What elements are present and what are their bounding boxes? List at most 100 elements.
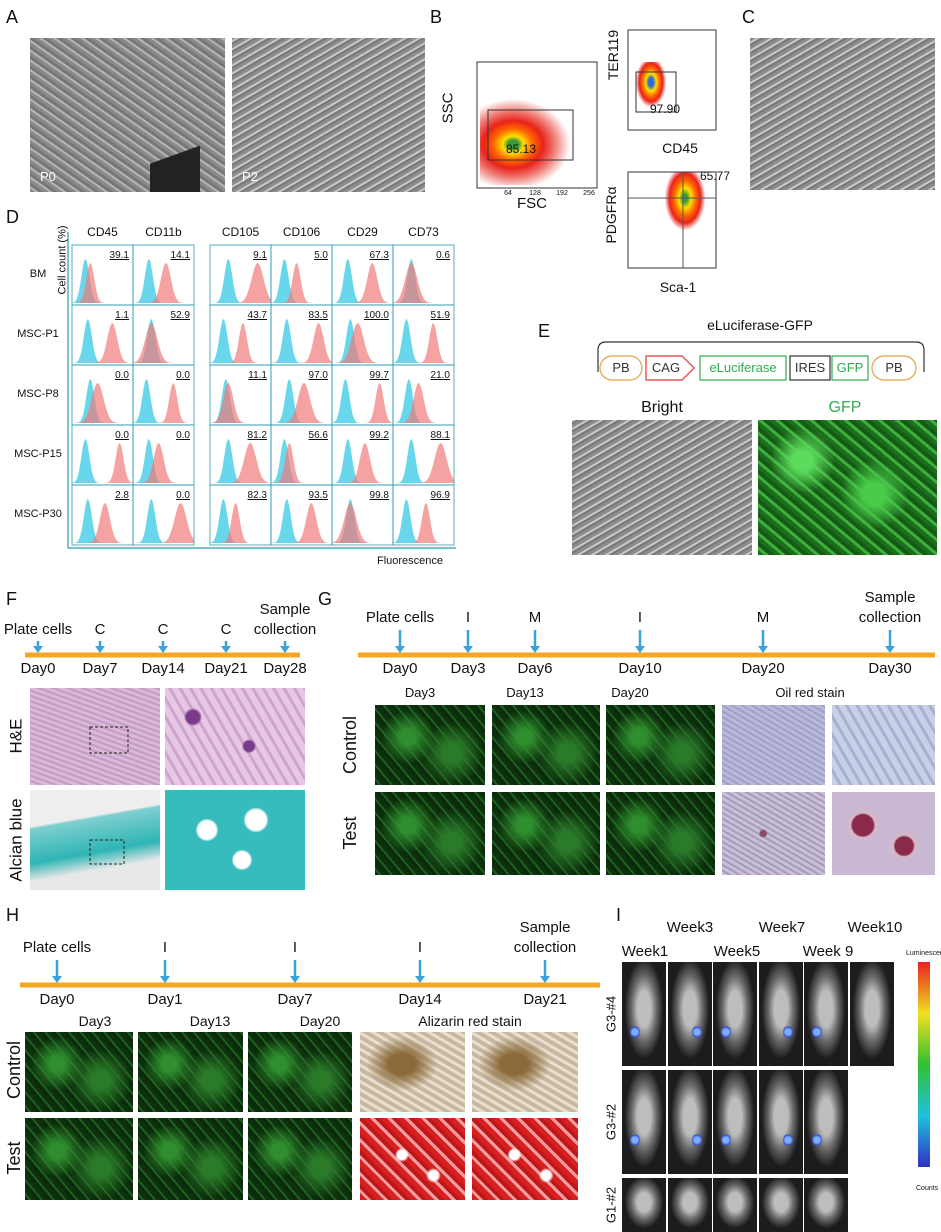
histogram-control [72, 379, 133, 423]
panel-label: H [6, 905, 19, 925]
day-label: Day14 [398, 991, 442, 1008]
column-header: CD73 [408, 225, 439, 239]
column-header: Oil red stain [775, 685, 845, 700]
fluorescence-image [375, 705, 485, 785]
histogram-sample [210, 503, 271, 543]
signal-spot [630, 1026, 640, 1038]
event-label: I [637, 608, 643, 626]
phase-image [572, 420, 752, 555]
percentage: 52.9 [170, 310, 190, 321]
column-header: CD11b [145, 225, 182, 239]
phase-image [232, 38, 425, 192]
histogram-sample [332, 263, 393, 303]
construct-part [831, 355, 869, 381]
fluorescence-image [25, 1118, 133, 1200]
construct-bracket [597, 341, 925, 372]
plot-frame [627, 29, 717, 131]
percentage: 81.2 [247, 430, 267, 441]
percentage: 39.1 [109, 250, 129, 261]
panel-label: I [616, 905, 622, 925]
week-label: Week10 [847, 919, 903, 936]
phase-image [750, 38, 935, 190]
gate-value: 65.77 [700, 169, 731, 183]
he-image [30, 688, 160, 785]
week-label: Week1 [621, 943, 669, 960]
event-label: C [94, 620, 106, 638]
day-label: Day0 [39, 991, 75, 1008]
flow-density [665, 172, 705, 230]
event-arrowhead [885, 646, 895, 653]
histogram-sample [393, 323, 454, 363]
construct-part-label: IRES [794, 360, 826, 375]
histogram-control [332, 439, 393, 483]
event-arrowhead [280, 646, 290, 653]
axis-label: Fluorescence [376, 555, 444, 567]
percentage: 0.6 [436, 250, 450, 261]
tick-label: 64 [504, 190, 512, 197]
bioluminescence-image [713, 1178, 757, 1232]
axis-label: FSC [517, 195, 547, 212]
signal-spot [721, 1026, 731, 1038]
week-label: Week5 [713, 943, 761, 960]
event-arrowhead [33, 646, 43, 653]
signal-spot [691, 1026, 702, 1038]
signal-spot [630, 1134, 640, 1146]
column-header: Day13 [189, 1013, 231, 1029]
fluorescence-image [606, 705, 715, 785]
percentage: 99.8 [369, 490, 389, 501]
row-label: Control [4, 1040, 24, 1100]
construct-part [599, 355, 643, 381]
histogram-control [72, 319, 133, 363]
bioluminescence-image [667, 1070, 712, 1174]
histogram-control [271, 259, 332, 303]
promoter-arrow [645, 355, 695, 381]
percentage: 0.0 [176, 370, 190, 381]
event-arrowhead [160, 976, 170, 983]
bioluminescence-image [804, 1178, 848, 1232]
he-image [165, 688, 305, 785]
histogram-control [332, 259, 393, 303]
row-label: BM [29, 268, 47, 280]
histogram-control [133, 379, 194, 423]
event-arrowhead [158, 646, 168, 653]
percentage: 82.3 [247, 490, 267, 501]
image-caption: P2 [242, 169, 258, 184]
panel-label: F [6, 589, 17, 609]
histogram-sample [332, 383, 393, 423]
axis-label: Cell count (%) [56, 225, 69, 295]
histogram-sample [332, 323, 393, 363]
histogram-control [271, 499, 332, 543]
event-label: M [756, 608, 770, 626]
histogram-sample [133, 443, 194, 483]
event-label: I [292, 938, 298, 956]
histogram-control [72, 499, 133, 543]
axis-label: CD45 [662, 140, 698, 156]
histogram-sample [271, 263, 332, 303]
percentage: 97.0 [308, 370, 328, 381]
fluorescence-image [606, 792, 715, 875]
event-arrowhead [758, 646, 768, 653]
day-label: Day0 [20, 660, 56, 677]
bioluminescence-image [849, 962, 894, 1066]
day-label: Day21 [204, 660, 248, 677]
percentage: 100.0 [363, 310, 389, 321]
construct-part [871, 355, 917, 381]
histogram-sample [271, 323, 332, 363]
row-label: G3-#2 [603, 1103, 619, 1141]
bioluminescence-image [713, 962, 757, 1066]
event-arrowhead [95, 646, 105, 653]
row-label: MSC-P30 [14, 508, 62, 520]
percentage: 51.9 [430, 310, 450, 321]
column-header: CD106 [282, 225, 321, 239]
percentage: 9.1 [253, 250, 267, 261]
histogram-sample [72, 323, 133, 363]
percentage: 99.7 [369, 370, 389, 381]
bioluminescence-image [758, 1178, 803, 1232]
histogram-sample [393, 383, 454, 423]
column-header: Alizarin red stain [418, 1013, 522, 1029]
percentage: 93.5 [308, 490, 328, 501]
row-label: MSC-P15 [14, 448, 62, 460]
histogram-sample [210, 263, 271, 303]
row-label: G1-#2 [603, 1186, 619, 1224]
